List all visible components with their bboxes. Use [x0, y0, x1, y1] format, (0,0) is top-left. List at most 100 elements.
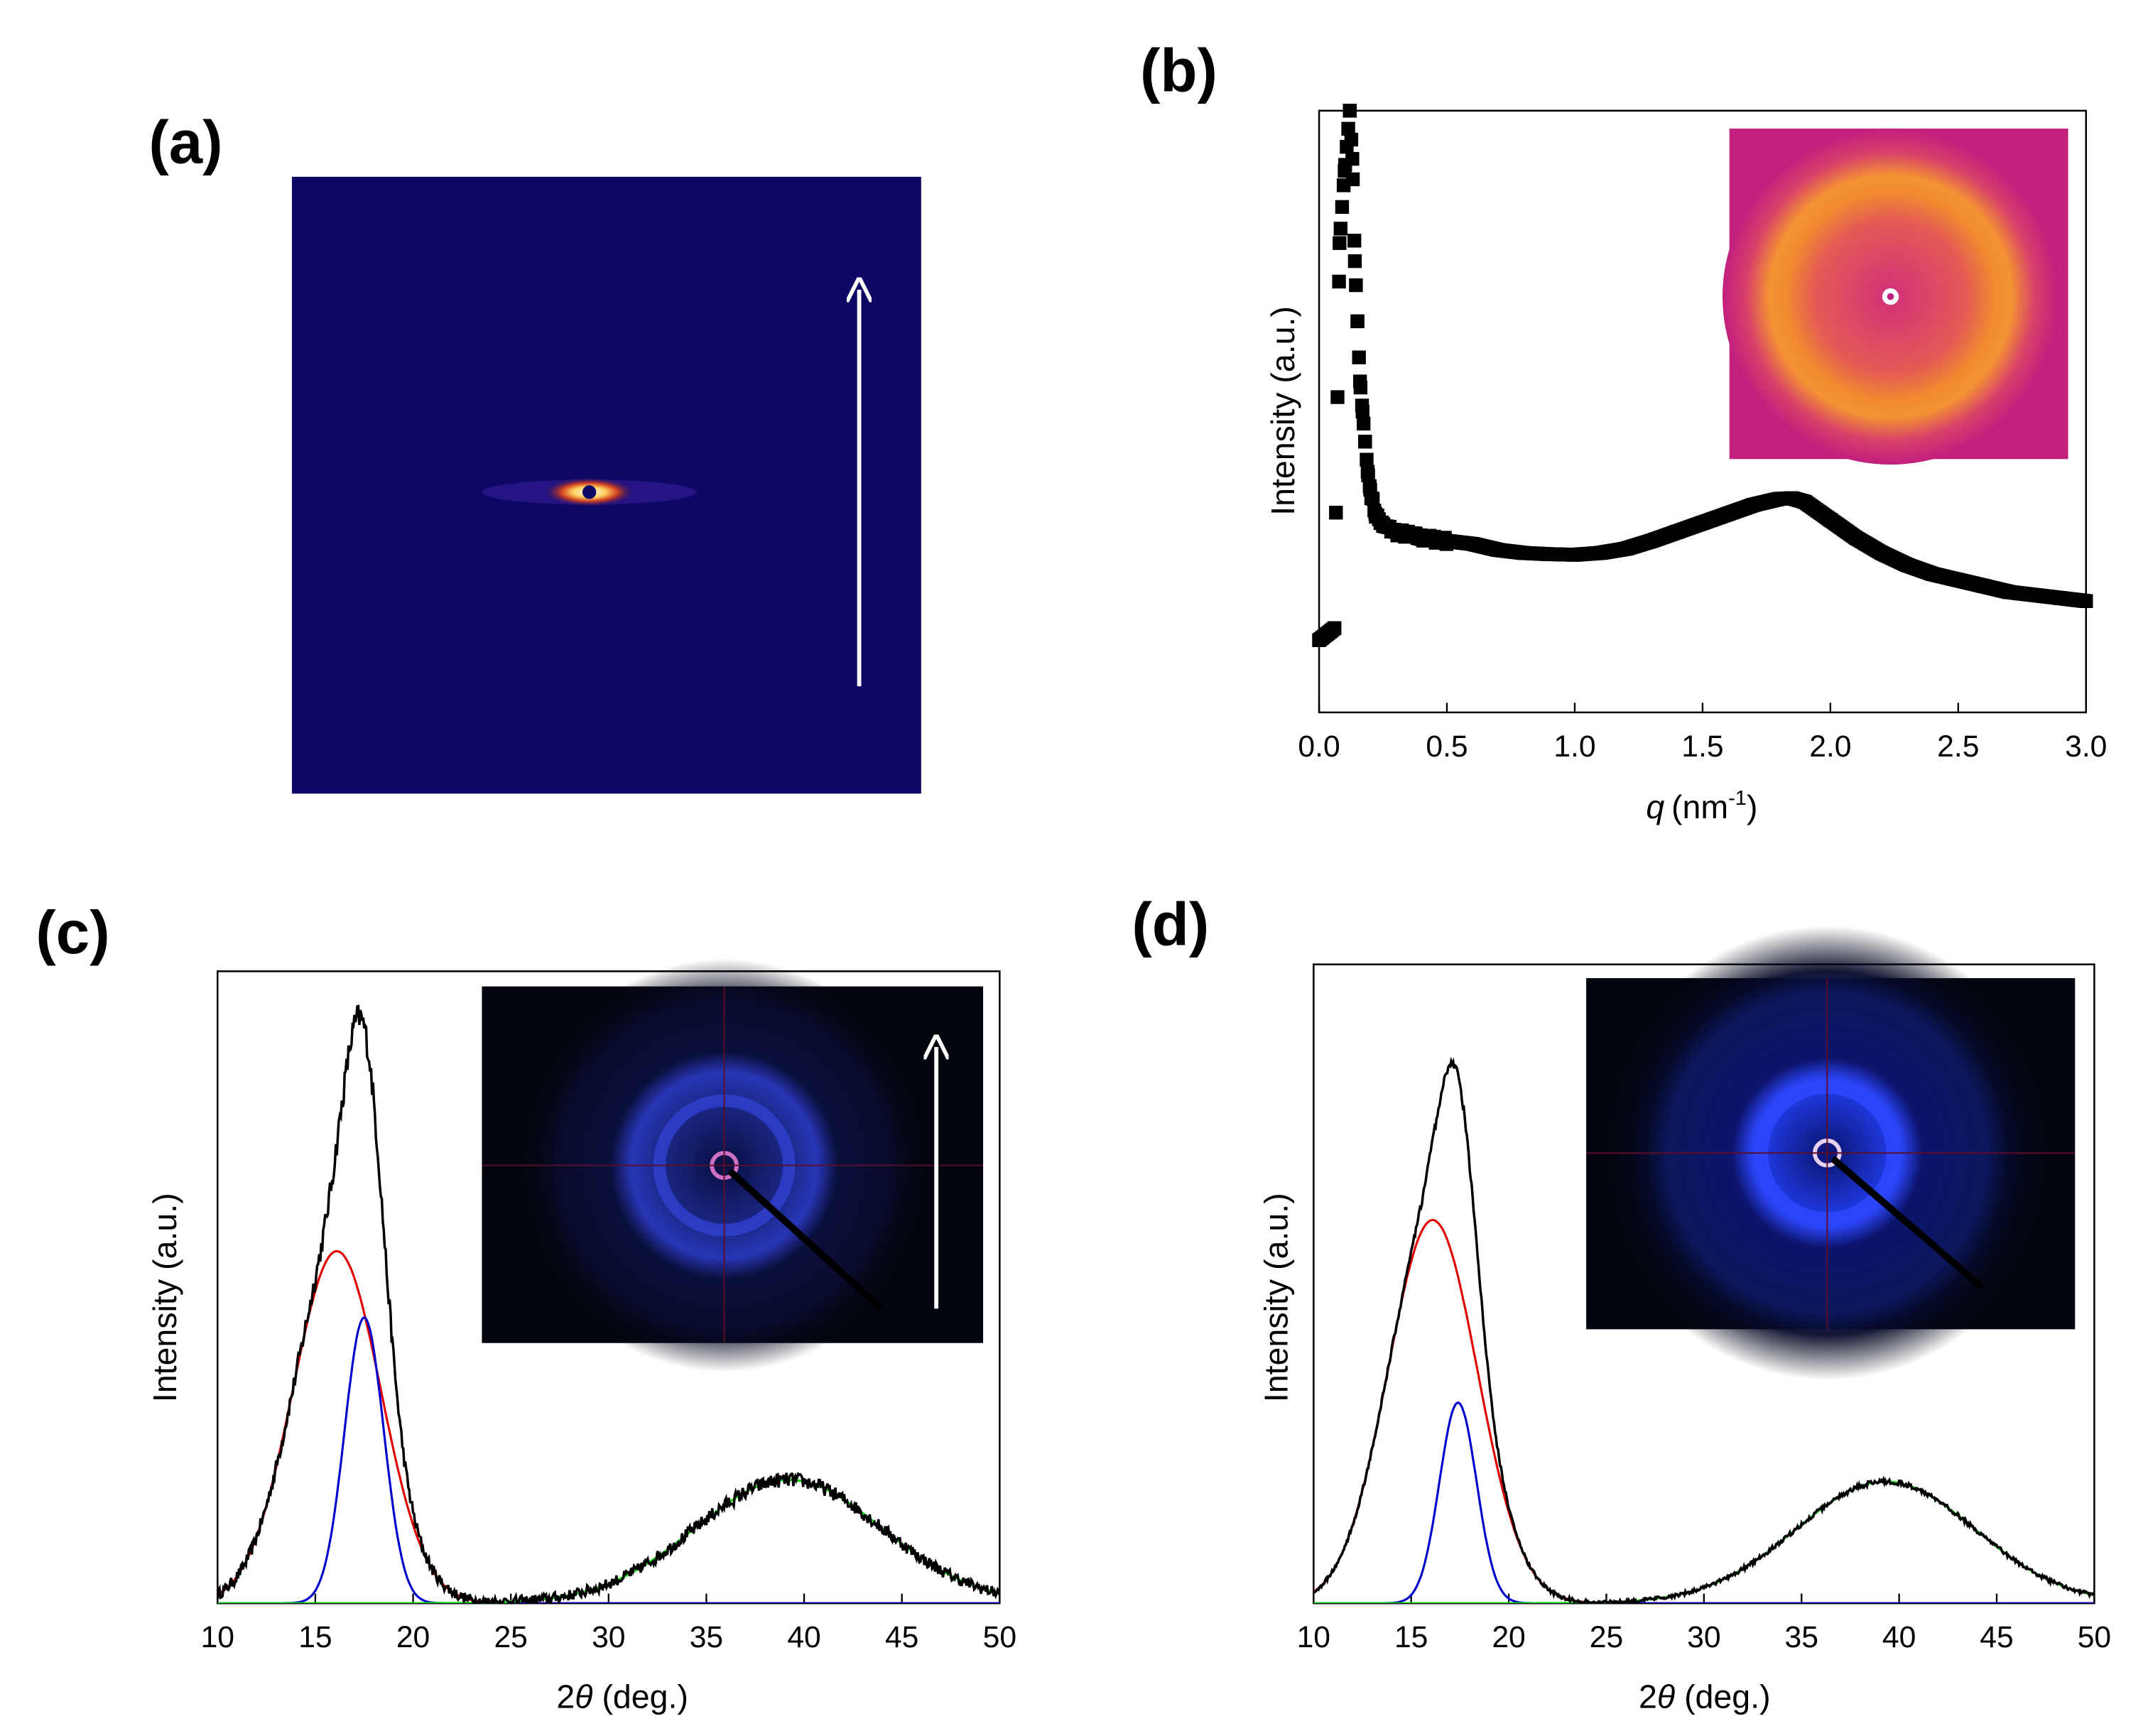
data-point — [1542, 547, 1556, 561]
data-point — [1360, 465, 1375, 479]
data-point — [1401, 528, 1416, 542]
data-point — [1355, 404, 1369, 419]
data-point — [1517, 546, 1531, 560]
data-point — [1376, 519, 1390, 533]
x-axis-label-b-close: ) — [1747, 788, 1757, 825]
panel-c: (c) 10 15 20 25 30 35 40 45 50 Intensity (a.u.) … — [36, 899, 1016, 1715]
data-point — [1619, 541, 1633, 556]
panel-label-d: (d) — [1132, 891, 1209, 959]
data-point — [1335, 200, 1350, 215]
data-point — [1926, 567, 1940, 581]
x-axis-label-b-unit: (nm — [1671, 788, 1728, 825]
x-axis-label-d-suffix: (deg.) — [1675, 1678, 1770, 1715]
x-tick-label: 2.5 — [1937, 729, 1979, 764]
x-tick-label: 50 — [2078, 1620, 2111, 1654]
data-point — [1414, 531, 1428, 545]
data-point — [1349, 278, 1363, 293]
data-point — [1347, 234, 1362, 248]
x-tick-label: 20 — [396, 1620, 430, 1654]
fit-curve-red — [217, 1249, 1000, 1604]
fit-curve-green — [1313, 1480, 2095, 1604]
x-tick-label: 1.5 — [1681, 729, 1723, 764]
x-axis-label-d: 2θ (deg.) — [1639, 1678, 1771, 1715]
data-point — [1347, 254, 1362, 268]
x-tick-label: 35 — [690, 1620, 723, 1654]
data-point — [1332, 274, 1346, 289]
x-tick-label: 0.0 — [1298, 729, 1340, 764]
data-point — [1785, 491, 1799, 506]
data-point — [1329, 506, 1343, 520]
panel-label-a: (a) — [148, 109, 222, 177]
inset-beamstop-holder-c — [727, 1168, 884, 1311]
x-tick-label: 45 — [1980, 1620, 2013, 1654]
x-axis-label-c-prefix: 2 — [556, 1678, 575, 1715]
data-point — [1440, 533, 1454, 548]
data-point — [1977, 579, 1991, 593]
y-axis-label-c: Intensity (a.u.) — [146, 1193, 183, 1402]
data-point — [2079, 594, 2093, 608]
data-point — [1350, 314, 1365, 329]
measured-curve — [217, 1004, 1000, 1604]
x-tick-label: 15 — [298, 1620, 332, 1654]
x-tick-label: 20 — [1492, 1620, 1525, 1654]
x-tick-label: 25 — [1590, 1620, 1623, 1654]
panel-b: (b) 0.0 0.5 1.0 1.5 2.0 2.5 3.0 Intensity (a.u… — [1140, 38, 2107, 826]
beamstop-a — [582, 485, 597, 499]
panel-a: (a) — [148, 109, 921, 794]
x-ticks-c: 10 15 20 25 30 35 40 45 50 — [201, 1593, 1016, 1654]
data-point — [1696, 516, 1710, 530]
data-point — [1363, 482, 1377, 497]
x-axis-label-b-sup: -1 — [1728, 787, 1747, 810]
panel-d: (d) 10 15 20 25 30 35 40 45 50 Intensity (a.u.) … — [1132, 891, 2111, 1715]
data-point — [1849, 531, 1863, 545]
scatter-points-b — [1312, 104, 2093, 647]
y-axis-label-d: Intensity (a.u.) — [1257, 1193, 1294, 1402]
x-tick-label: 1.0 — [1553, 729, 1595, 764]
x-axis-label-b: q (nm-1) — [1646, 787, 1757, 825]
data-point — [1593, 546, 1607, 560]
x-axis-label-c-theta: θ — [575, 1678, 592, 1715]
x-tick-label: 40 — [787, 1620, 820, 1654]
x-tick-label: 35 — [1785, 1620, 1818, 1654]
x-axis-label-c: 2θ (deg.) — [556, 1678, 688, 1715]
data-point — [2028, 588, 2042, 602]
panel-label-c: (c) — [36, 899, 109, 967]
x-tick-label: 30 — [1687, 1620, 1720, 1654]
data-point — [1342, 104, 1357, 118]
curves-c — [217, 1004, 1000, 1604]
data-point — [1568, 548, 1582, 562]
data-point — [1900, 558, 1914, 573]
x-axis-label-b-q: q — [1646, 788, 1664, 825]
data-point — [1338, 163, 1352, 178]
inset-beamstop-b — [1887, 293, 1894, 300]
data-point — [1360, 452, 1374, 467]
data-point — [1798, 494, 1812, 509]
data-point — [1644, 533, 1659, 548]
data-point — [1330, 390, 1345, 404]
fit-curve-red — [1313, 1218, 2095, 1604]
data-point — [1327, 621, 1342, 636]
fit-curve-blue — [217, 1315, 1000, 1604]
x-tick-label: 15 — [1394, 1620, 1428, 1654]
data-point — [1345, 151, 1360, 166]
data-point — [1951, 573, 1965, 587]
x-ticks-d: 10 15 20 25 30 35 40 45 50 — [1297, 1593, 2111, 1654]
data-point — [1772, 492, 1786, 506]
data-point — [1344, 132, 1359, 147]
fit-curve-blue — [1313, 1401, 2095, 1604]
y-axis-label-b: Intensity (a.u.) — [1264, 306, 1301, 516]
x-tick-label: 45 — [885, 1620, 918, 1654]
data-point — [1875, 546, 1889, 560]
x-tick-label: 40 — [1882, 1620, 1916, 1654]
data-point — [1389, 525, 1403, 539]
data-point — [1670, 525, 1684, 539]
panel-label-b: (b) — [1140, 38, 1217, 105]
data-point — [1747, 498, 1761, 512]
x-tick-label: 30 — [592, 1620, 625, 1654]
data-point — [1465, 537, 1480, 551]
x-axis-label-c-suffix: (deg.) — [593, 1678, 688, 1715]
x-tick-label: 0.5 — [1426, 729, 1468, 764]
data-point — [1368, 506, 1382, 521]
inset-beamstop-holder-d — [1830, 1156, 1985, 1291]
